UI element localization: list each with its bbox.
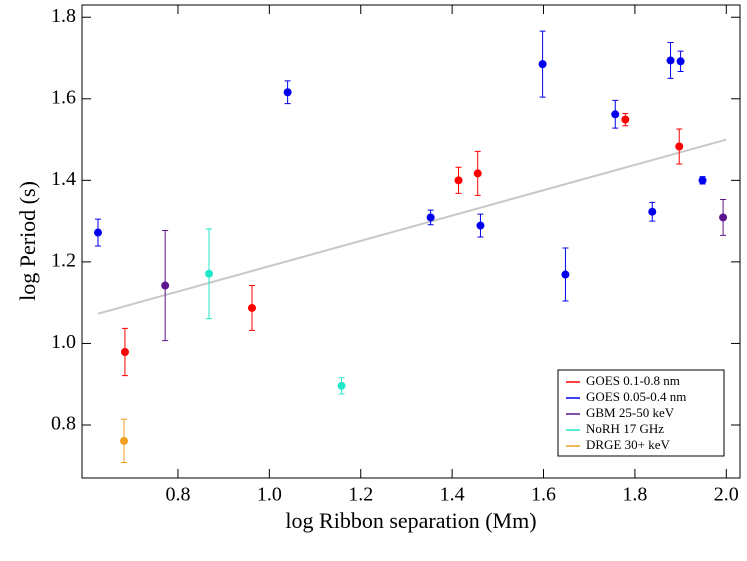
data-point: [454, 176, 463, 185]
data-point: [698, 176, 707, 185]
data-point: [621, 115, 630, 124]
data-point: [426, 213, 435, 222]
data-point: [719, 213, 728, 222]
data-point: [648, 207, 657, 216]
plot-frame: [81, 4, 741, 479]
x-axis-label: log Ribbon separation (Mm): [285, 508, 536, 533]
legend-label: DRGE 30+ keV: [586, 437, 670, 452]
data-point: [283, 88, 292, 97]
y-tick-label: 1.0: [51, 331, 76, 353]
data-point: [676, 57, 685, 66]
x-tick-label: 1.8: [622, 484, 647, 506]
y-tick-label: 1.6: [51, 86, 76, 108]
y-tick-label: 0.8: [51, 413, 76, 435]
x-tick-label: 1.0: [257, 484, 282, 506]
legend-box: [557, 369, 725, 457]
x-tick-label: 2.0: [714, 484, 739, 506]
data-point: [120, 436, 129, 445]
y-tick-label: 1.8: [51, 5, 76, 27]
data-point: [561, 270, 570, 279]
fit-line: [97, 138, 727, 315]
data-point: [538, 60, 547, 69]
x-tick-label: 0.8: [165, 484, 190, 506]
data-point: [611, 110, 620, 119]
y-axis-label: log Period (s): [15, 181, 40, 301]
legend-label: GOES 0.1-0.8 nm: [586, 373, 680, 388]
y-tick-label: 1.2: [51, 249, 76, 271]
data-point: [93, 228, 102, 237]
data-point: [120, 348, 129, 357]
data-point: [473, 169, 482, 178]
legend-label: NoRH 17 GHz: [586, 421, 664, 436]
data-point: [675, 142, 684, 151]
x-tick-label: 1.4: [440, 484, 465, 506]
y-tick-label: 1.4: [51, 168, 76, 190]
x-tick-label: 1.2: [348, 484, 373, 506]
legend-label: GBM 25-50 keV: [586, 405, 675, 420]
legend-label: GOES 0.05-0.4 nm: [586, 389, 686, 404]
x-tick-label: 1.6: [531, 484, 556, 506]
data-point: [476, 221, 485, 230]
data-point: [666, 56, 675, 65]
data-point: [337, 381, 346, 390]
data-point: [205, 269, 214, 278]
data-point: [161, 281, 170, 290]
data-point: [247, 303, 256, 312]
